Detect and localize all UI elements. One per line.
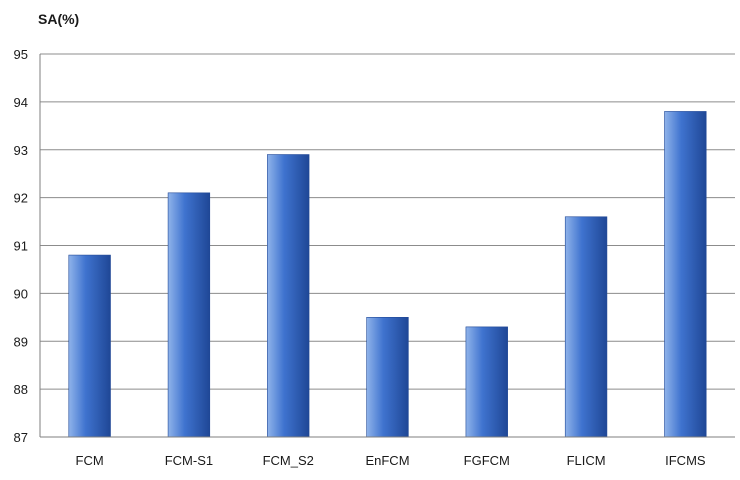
bar-fgfcm [465,326,508,438]
bar-enfcm [366,317,409,438]
bar-fcm-s2 [267,154,310,438]
y-tick-label: 94 [14,95,28,110]
y-tick-label: 92 [14,191,28,206]
y-tick-label: 89 [14,334,28,349]
bar-flicm [564,216,608,438]
y-tick-label: 88 [14,382,28,397]
x-tick-label: FCM-S1 [165,453,213,468]
y-tick-label: 93 [14,143,28,158]
y-tick-label: 87 [14,430,28,445]
y-tick-label: 90 [14,286,28,301]
axes [39,54,735,438]
x-tick-label: FCM_S2 [263,453,314,468]
y-tick-label: 95 [14,47,28,62]
y-axis-title: SA(%) [38,11,79,27]
bar-ifcms [664,111,707,438]
gridlines [40,53,735,438]
x-tick-label: FGFCM [464,453,510,468]
x-tick-labels: FCM FCM-S1 FCM_S2 EnFCM FGFCM FLICM IFCMS [76,453,706,468]
x-tick-label: EnFCM [365,453,409,468]
bar-fcm [68,254,111,438]
x-tick-label: FLICM [567,453,606,468]
bar-fcm-s1 [167,192,211,438]
y-tick-labels: 87 88 89 90 91 92 93 94 95 [14,47,28,445]
x-tick-label: IFCMS [665,453,706,468]
y-tick-label: 91 [14,239,28,254]
bars [68,111,707,438]
x-tick-label: FCM [76,453,104,468]
